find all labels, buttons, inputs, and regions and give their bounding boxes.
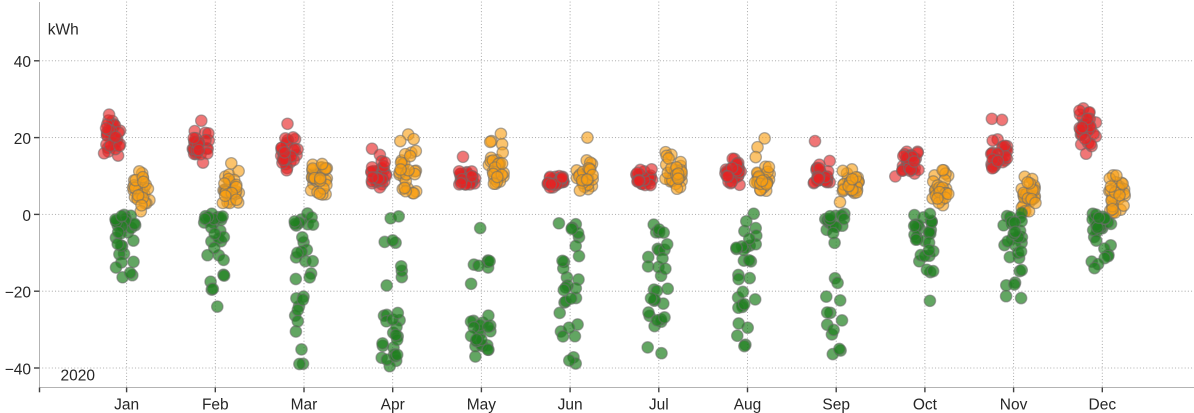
svg-text:Jan: Jan [114,396,139,413]
svg-text:Feb: Feb [202,396,229,413]
svg-text:−40: −40 [5,361,32,378]
svg-text:2020: 2020 [61,368,96,385]
svg-text:Oct: Oct [913,396,938,413]
svg-text:Sep: Sep [822,396,850,413]
svg-text:40: 40 [14,54,32,71]
svg-text:0: 0 [22,208,31,225]
svg-text:Jun: Jun [558,396,583,413]
svg-text:Jul: Jul [649,396,669,413]
svg-text:Nov: Nov [1000,396,1028,413]
svg-text:Apr: Apr [381,396,405,413]
svg-text:Dec: Dec [1089,396,1117,413]
svg-text:May: May [467,396,497,413]
svg-text:kWh: kWh [48,21,79,38]
svg-text:Aug: Aug [734,396,762,413]
svg-text:20: 20 [14,131,32,148]
svg-text:−20: −20 [5,285,32,302]
svg-text:Mar: Mar [291,396,318,413]
